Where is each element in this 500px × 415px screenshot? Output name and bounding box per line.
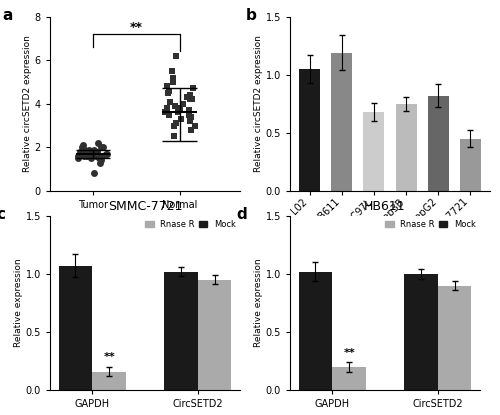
Point [185,111,193,118]
Point [99,144,107,151]
Point [90,146,98,153]
Point [87,151,95,157]
Bar [396,104,416,191]
Point [162,109,170,116]
Point [169,79,177,85]
Title: SMMC-7721: SMMC-7721 [108,200,182,213]
Point [88,155,96,161]
Text: d: d [237,207,248,222]
Point [174,109,182,116]
Point [163,83,171,90]
Bar [58,266,92,390]
Point [165,87,173,94]
Point [74,155,82,161]
Bar [198,280,232,390]
Bar [299,69,320,191]
Bar [164,271,198,390]
Point [92,153,100,159]
Point [184,94,192,100]
Point [190,85,198,92]
Point [186,118,194,124]
Point [164,90,172,96]
Point [94,148,102,155]
Point [170,74,177,81]
Point [94,139,102,146]
Bar [332,53,352,191]
Point [170,133,178,140]
Point [163,105,171,111]
Point [164,111,172,118]
Point [176,105,184,111]
Title: HB611: HB611 [364,200,406,213]
Point [102,151,110,157]
Text: **: ** [104,352,115,362]
Point [180,100,188,107]
Point [85,146,93,153]
Point [172,53,180,59]
Bar [364,112,384,191]
Bar [298,271,332,390]
Point [89,151,97,157]
Point [80,153,88,159]
Point [186,107,194,114]
Point [186,96,194,103]
Bar [404,274,438,390]
Bar [428,95,448,191]
Point [74,153,82,159]
Y-axis label: Relative expression: Relative expression [254,259,263,347]
Point [166,98,174,105]
Point [90,148,98,155]
Point [186,127,194,133]
Bar [332,367,366,390]
Text: **: ** [344,348,355,358]
Point [186,92,194,98]
Point [80,146,88,153]
Point [98,157,106,164]
Point [188,114,196,120]
Point [98,153,106,159]
Point [188,96,196,103]
Point [78,144,86,151]
Point [93,148,101,155]
Y-axis label: Relative expression: Relative expression [14,259,23,347]
Point [97,144,105,151]
Point [172,120,180,127]
Point [96,155,104,161]
Point [92,148,100,155]
Bar [438,286,472,390]
Point [177,116,185,122]
Point [79,142,87,149]
Bar [92,371,126,390]
Legend: Rnase R, Mock: Rnase R, Mock [386,220,476,229]
Point [104,151,112,157]
Point [82,153,90,159]
Y-axis label: Relative circSETD2 expression: Relative circSETD2 expression [23,35,32,172]
Point [94,153,102,159]
Text: b: b [246,8,257,23]
Point [96,159,104,166]
Point [95,155,103,161]
Y-axis label: Relative circSETD2 expression: Relative circSETD2 expression [254,35,263,172]
Legend: Rnase R, Mock: Rnase R, Mock [146,220,236,229]
Point [171,103,179,109]
Bar [460,139,481,191]
Point [76,148,84,155]
Point [190,122,198,129]
Text: c: c [0,207,6,222]
Point [170,122,178,129]
Point [90,170,98,177]
Point [168,68,176,74]
Text: a: a [2,8,13,23]
Text: **: ** [130,21,143,34]
